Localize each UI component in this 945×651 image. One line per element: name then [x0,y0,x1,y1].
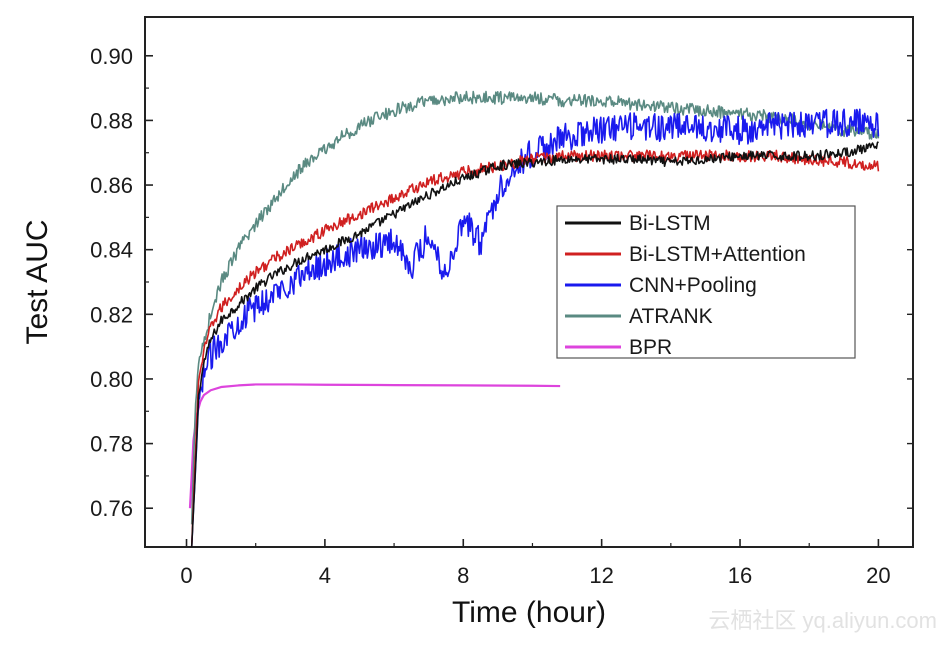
x-tick-label: 0 [180,563,192,588]
y-tick-label: 0.80 [90,367,133,392]
legend: Bi-LSTM Bi-LSTM+Attention CNN+Pooling ATRAN… [556,205,856,359]
legend-box [556,205,856,359]
legend-label: BPR [629,336,672,359]
x-tick-label: 20 [866,563,890,588]
x-axis-title: Time (hour) [452,596,606,629]
series-line-atrank [190,90,880,525]
y-tick-label: 0.90 [90,44,133,69]
series-line-bi-lstm [190,141,879,547]
watermark-text: 云栖社区 yq.aliyun.com [708,608,937,633]
y-tick-label: 0.86 [90,173,133,198]
y-tick-label: 0.76 [90,496,133,521]
y-tick-label: 0.84 [90,238,133,263]
legend-label: CNN+Pooling [629,274,757,297]
y-tick-label: 0.88 [90,108,133,133]
legend-label: ATRANK [629,305,713,328]
x-tick-label: 12 [589,563,613,588]
legend-label: Bi-LSTM [629,212,711,235]
legend-label: Bi-LSTM+Attention [629,243,806,266]
x-tick-label: 8 [457,563,469,588]
y-tick-label: 0.82 [90,302,133,327]
y-tick-label: 0.78 [90,432,133,457]
x-tick-label: 16 [728,563,752,588]
axis-tick-labels: 0 4 8 12 16 20 0.76 0.78 0.80 0.82 0.84 0.86 0.88 0.9… [90,44,890,588]
axis-ticks [145,54,913,547]
x-tick-label: 4 [319,563,331,588]
series-layer [188,90,880,547]
y-axis-title: Test AUC [21,219,54,344]
